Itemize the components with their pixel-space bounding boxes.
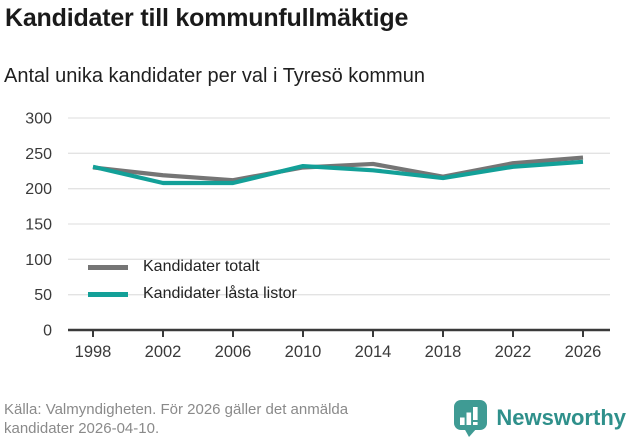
- chart-legend: Kandidater totalt Kandidater låsta listo…: [88, 258, 297, 303]
- newsworthy-brand: Newsworthy: [453, 399, 626, 437]
- chart-subtitle: Antal unika kandidater per val i Tyresö …: [4, 65, 425, 87]
- svg-text:1998: 1998: [75, 343, 112, 361]
- source-line-2: kandidater 2026-04-10.: [4, 420, 160, 437]
- legend-swatch-lasta-listor: [88, 291, 128, 297]
- svg-text:2010: 2010: [285, 343, 322, 361]
- svg-text:100: 100: [25, 252, 52, 269]
- svg-text:0: 0: [43, 323, 52, 340]
- svg-text:2026: 2026: [565, 343, 602, 361]
- chart-canvas: 0 50 100 150 200 250 300 1998 2002 2006 2010 2014 20…: [25, 111, 610, 361]
- page-title: Kandidater till kommunfullmäktige: [5, 4, 409, 32]
- line-chart: 0 50 100 150 200 250 300 1998 2002 2006 2010 2014 20…: [0, 100, 631, 380]
- svg-text:2018: 2018: [425, 343, 462, 361]
- newsworthy-logo-icon: [454, 400, 488, 437]
- source-line-1: Källa: Valmyndigheten. För 2026 gäller d…: [4, 401, 349, 418]
- svg-text:200: 200: [25, 181, 52, 198]
- svg-text:250: 250: [25, 146, 52, 163]
- svg-text:2002: 2002: [145, 343, 182, 361]
- legend-label-totalt: Kandidater totalt: [143, 258, 260, 275]
- svg-text:2006: 2006: [215, 343, 252, 361]
- svg-text:300: 300: [25, 111, 52, 128]
- source-note: Källa: Valmyndigheten. För 2026 gäller d…: [4, 400, 464, 438]
- legend-label-lasta-listor: Kandidater låsta listor: [143, 285, 297, 302]
- legend-item-lasta-listor: Kandidater låsta listor: [88, 285, 297, 303]
- svg-text:150: 150: [25, 217, 52, 234]
- svg-text:50: 50: [34, 287, 52, 304]
- svg-text:2022: 2022: [495, 343, 532, 361]
- legend-swatch-totalt: [88, 264, 128, 270]
- brand-name: Newsworthy: [496, 405, 626, 430]
- legend-item-totalt: Kandidater totalt: [88, 258, 297, 276]
- svg-text:2014: 2014: [355, 343, 392, 361]
